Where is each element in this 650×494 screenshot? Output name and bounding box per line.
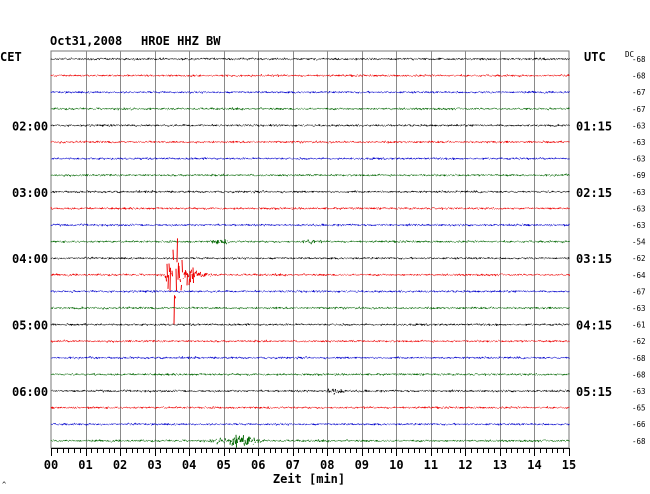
dc-value-3: -67 (632, 105, 646, 114)
x-tick-label-07: 07 (286, 458, 300, 472)
plot-frame (50, 50, 570, 449)
utc-label-0: 01:15 (576, 119, 612, 133)
trace-14 (50, 289, 570, 294)
x-tick-label-05: 05 (216, 458, 230, 472)
x-tick-label-02: 02 (113, 458, 127, 472)
right-timezone-label: UTC (584, 50, 606, 64)
trace-21 (50, 405, 570, 410)
trace-17 (50, 339, 570, 343)
dc-value-6: -63 (632, 155, 646, 164)
dc-value-14: -67 (632, 287, 646, 296)
trace-1 (50, 73, 570, 78)
x-tick-label-00: 00 (44, 458, 58, 472)
date-label: Oct31,2008 (50, 34, 122, 48)
trace-2 (50, 90, 570, 95)
trace-16 (50, 323, 570, 327)
cet-label-0: 02:00 (12, 119, 48, 133)
dc-value-5: -63 (632, 138, 646, 147)
dc-offset-labels: -68 -68 -67 -67 -63 -63 -63 -69 -63 -63 -63 -54 -62 -… (632, 55, 646, 446)
x-tick-label-15: 15 (562, 458, 576, 472)
trace-7 (50, 173, 570, 177)
dc-value-0: -68 (632, 55, 646, 64)
dc-value-8: -63 (632, 188, 646, 197)
dc-value-19: -68 (632, 370, 646, 379)
dc-value-15: -63 (632, 304, 646, 313)
dc-value-7: -69 (632, 171, 646, 180)
trace-0 (50, 57, 570, 61)
x-tick-label-04: 04 (182, 458, 196, 472)
x-tick-label-06: 06 (251, 458, 265, 472)
trace-4 (50, 123, 570, 127)
utc-label-4: 05:15 (576, 385, 612, 399)
dc-value-1: -68 (632, 72, 646, 81)
trace-15 (50, 306, 570, 310)
cet-label-4: 06:00 (12, 385, 48, 399)
dc-value-23: -68 (632, 437, 646, 446)
trace-6 (50, 156, 570, 161)
station-label: HROE HHZ BW (141, 34, 221, 48)
x-tick-label-12: 12 (458, 458, 472, 472)
dc-value-20: -63 (632, 387, 646, 396)
cet-label-1: 03:00 (12, 186, 48, 200)
dc-value-17: -62 (632, 337, 646, 346)
corner-mark: ^ (2, 481, 6, 489)
utc-label-2: 03:15 (576, 252, 612, 266)
x-tick-label-10: 10 (389, 458, 403, 472)
x-axis: 00 01 02 03 04 05 06 07 08 09 10 11 12 13 14 15 (44, 448, 576, 472)
trace-23 (50, 434, 570, 448)
dc-value-18: -68 (632, 354, 646, 363)
left-timezone-label: CET (0, 50, 22, 64)
dc-value-2: -67 (632, 88, 646, 97)
x-axis-title: Zeit [min] (273, 472, 345, 486)
cet-hour-labels: 02:00 03:00 04:00 05:00 06:00 (12, 119, 48, 399)
dc-value-9: -63 (632, 204, 646, 213)
x-tick-label-14: 14 (527, 458, 541, 472)
trace-19 (50, 372, 570, 376)
x-tick-label-09: 09 (355, 458, 369, 472)
trace-5 (50, 140, 570, 144)
trace-20 (50, 388, 570, 395)
utc-label-1: 02:15 (576, 186, 612, 200)
dc-header-label: DC (625, 50, 634, 59)
cet-label-2: 04:00 (12, 252, 48, 266)
dc-value-22: -66 (632, 420, 646, 429)
dc-value-10: -63 (632, 221, 646, 230)
x-tick-label-11: 11 (424, 458, 438, 472)
plot-grid (50, 50, 570, 449)
trace-group (50, 57, 570, 448)
dc-value-12: -62 (632, 254, 646, 263)
dc-value-21: -65 (632, 404, 646, 413)
x-tick-label-13: 13 (493, 458, 507, 472)
trace-22 (50, 422, 570, 426)
utc-label-3: 04:15 (576, 319, 612, 333)
x-tick-label-08: 08 (320, 458, 334, 472)
dc-value-16: -61 (632, 321, 646, 330)
trace-10 (50, 223, 570, 227)
trace-8 (50, 190, 570, 194)
dc-value-13: -64 (632, 271, 646, 280)
x-tick-label-01: 01 (78, 458, 92, 472)
trace-9 (50, 206, 570, 210)
dc-value-4: -63 (632, 121, 646, 130)
trace-12 (50, 256, 570, 260)
trace-18 (50, 356, 570, 360)
trace-11 (50, 239, 570, 245)
trace-3 (50, 107, 570, 111)
dc-value-11: -54 (632, 238, 646, 247)
x-tick-label-03: 03 (147, 458, 161, 472)
utc-hour-labels: 01:15 02:15 03:15 04:15 05:15 (576, 119, 612, 399)
trace-13 (50, 238, 570, 325)
cet-label-3: 05:00 (12, 319, 48, 333)
